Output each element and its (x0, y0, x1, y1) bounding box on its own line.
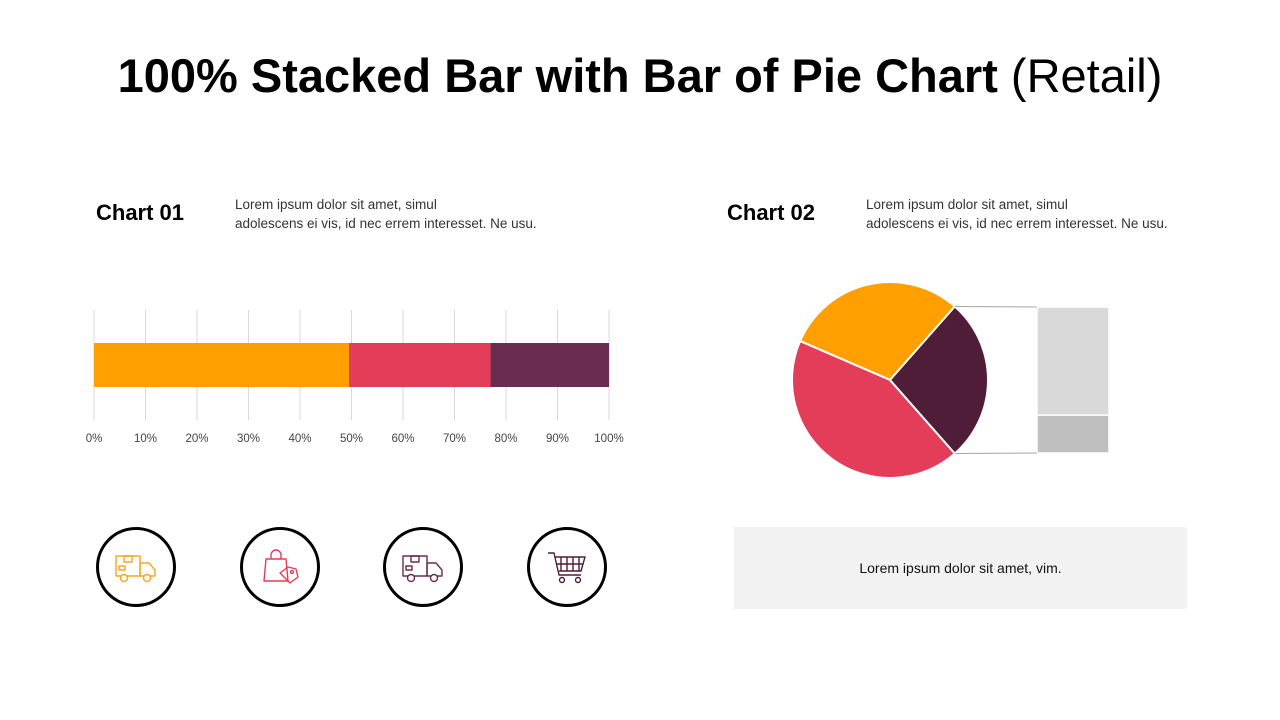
bar-segment (490, 343, 609, 387)
shopping-bag-tag-icon-circle (240, 527, 320, 607)
pie-slice (791, 339, 957, 479)
stacked-bar-chart: 0% 10% 20% 30% 40% 50% 60% 70% 80% 90% 100% (86, 310, 624, 445)
chart-01-description: Lorem ipsum dolor sit amet, simul adoles… (235, 195, 575, 233)
x-tick-label: 50% (340, 433, 363, 445)
shopping-cart-icon-circle (527, 527, 607, 607)
chart-02-note-box: Lorem ipsum dolor sit amet, vim. (734, 527, 1187, 609)
x-tick-label: 100% (594, 433, 623, 445)
box-truck-icon-circle (383, 527, 463, 607)
page-title: 100% Stacked Bar with Bar of Pie Chart (… (0, 46, 1280, 106)
shopping-bag-tag-icon (263, 549, 299, 584)
secondary-bar-segment (1036, 306, 1110, 416)
x-tick-label: 20% (185, 433, 208, 445)
shopping-cart-icon (548, 552, 586, 584)
delivery-truck-icon-circle (96, 527, 176, 607)
chart-01-description-line-2: adolescens ei vis, id nec errem interess… (235, 216, 537, 231)
x-tick-label: 10% (134, 433, 157, 445)
bar-segment (94, 343, 349, 387)
box-truck-icon (402, 555, 443, 583)
pie-slice (888, 305, 989, 455)
x-tick-label: 80% (494, 433, 517, 445)
x-tick-label: 0% (86, 433, 103, 445)
chart-02-description-line-1: Lorem ipsum dolor sit amet, simul (866, 197, 1068, 212)
x-tick-label: 60% (391, 433, 414, 445)
secondary-bar-segment (1036, 414, 1110, 454)
chart-01-label: Chart 01 (96, 200, 185, 225)
bar-of-pie-chart (791, 281, 1110, 479)
x-tick-label: 90% (546, 433, 569, 445)
connector-line (954, 452, 1038, 455)
chart-02-note-text: Lorem ipsum dolor sit amet, vim. (859, 560, 1062, 576)
bar-segment (348, 343, 491, 387)
pie-slice (798, 281, 957, 382)
page-title-suffix: (Retail) (1010, 49, 1163, 102)
chart-02-description-line-2: adolescens ei vis, id nec errem interess… (866, 216, 1168, 231)
delivery-truck-icon (115, 555, 156, 583)
x-tick-label: 40% (288, 433, 311, 445)
connector-line (954, 305, 1038, 308)
chart-01-description-line-1: Lorem ipsum dolor sit amet, simul (235, 197, 437, 212)
chart-02-description: Lorem ipsum dolor sit amet, simul adoles… (866, 195, 1206, 233)
x-tick-label: 70% (443, 433, 466, 445)
page-title-main: 100% Stacked Bar with Bar of Pie Chart (117, 49, 998, 102)
chart-02-label: Chart 02 (727, 200, 816, 225)
x-tick-label: 30% (237, 433, 260, 445)
